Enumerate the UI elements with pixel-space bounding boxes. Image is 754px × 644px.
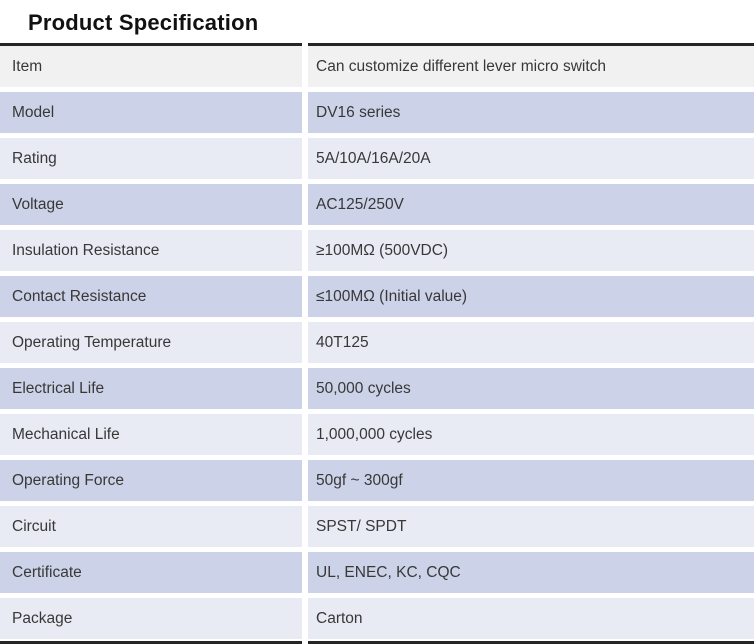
row-value-cell: Carton: [308, 598, 754, 639]
row-label-cell: Certificate: [0, 552, 302, 593]
column-gutter: [302, 598, 308, 639]
column-gutter: [302, 92, 308, 133]
table-row: Mechanical Life 1,000,000 cycles: [0, 414, 754, 455]
table-row: Electrical Life 50,000 cycles: [0, 368, 754, 409]
column-gutter: [302, 184, 308, 225]
column-gutter: [302, 368, 308, 409]
row-label-cell: Circuit: [0, 506, 302, 547]
table-top-border: [0, 43, 754, 46]
row-label-cell: Contact Resistance: [0, 276, 302, 317]
table-row: Insulation Resistance ≥100MΩ (500VDC): [0, 230, 754, 271]
table-row: Certificate UL, ENEC, KC, CQC: [0, 552, 754, 593]
row-label-cell: Package: [0, 598, 302, 639]
row-value-cell: SPST/ SPDT: [308, 506, 754, 547]
spec-table: Item Can customize different lever micro…: [0, 43, 754, 644]
column-gutter: [302, 460, 308, 501]
row-value-cell: 50gf ~ 300gf: [308, 460, 754, 501]
top-border-gutter-gap: [302, 43, 308, 46]
row-label-cell: Operating Force: [0, 460, 302, 501]
column-gutter: [302, 230, 308, 271]
row-label-cell: Operating Temperature: [0, 322, 302, 363]
table-row: Rating 5A/10A/16A/20A: [0, 138, 754, 179]
row-value-cell: DV16 series: [308, 92, 754, 133]
table-row: Contact Resistance ≤100MΩ (Initial value…: [0, 276, 754, 317]
row-label-cell: Item: [0, 46, 302, 87]
page-title: Product Specification: [28, 10, 259, 35]
row-value-cell: ≤100MΩ (Initial value): [308, 276, 754, 317]
row-label-cell: Rating: [0, 138, 302, 179]
column-gutter: [302, 46, 308, 87]
row-label-cell: Model: [0, 92, 302, 133]
row-value-cell: 5A/10A/16A/20A: [308, 138, 754, 179]
column-gutter: [302, 276, 308, 317]
table-row: Item Can customize different lever micro…: [0, 46, 754, 87]
row-value-cell: UL, ENEC, KC, CQC: [308, 552, 754, 593]
table-body: Item Can customize different lever micro…: [0, 46, 754, 639]
row-label-cell: Mechanical Life: [0, 414, 302, 455]
table-row: Circuit SPST/ SPDT: [0, 506, 754, 547]
table-row: Operating Force 50gf ~ 300gf: [0, 460, 754, 501]
row-value-cell: 1,000,000 cycles: [308, 414, 754, 455]
row-value-cell: AC125/250V: [308, 184, 754, 225]
row-label-cell: Electrical Life: [0, 368, 302, 409]
bottom-border-gutter-gap: [302, 641, 308, 644]
top-border-left-segment: [0, 43, 302, 46]
table-row: Package Carton: [0, 598, 754, 639]
table-bottom-border: [0, 641, 754, 644]
column-gutter: [302, 506, 308, 547]
column-gutter: [302, 322, 308, 363]
row-value-cell: 40T125: [308, 322, 754, 363]
top-border-right-segment: [308, 43, 754, 46]
row-label-cell: Insulation Resistance: [0, 230, 302, 271]
bottom-border-right-segment: [308, 641, 754, 644]
row-value-cell: ≥100MΩ (500VDC): [308, 230, 754, 271]
bottom-border-left-segment: [0, 641, 302, 644]
row-label-cell: Voltage: [0, 184, 302, 225]
title-block: Product Specification: [0, 0, 754, 43]
row-value-cell: Can customize different lever micro swit…: [308, 46, 754, 87]
table-row: Model DV16 series: [0, 92, 754, 133]
column-gutter: [302, 414, 308, 455]
row-value-cell: 50,000 cycles: [308, 368, 754, 409]
column-gutter: [302, 552, 308, 593]
table-row: Operating Temperature 40T125: [0, 322, 754, 363]
table-row: Voltage AC125/250V: [0, 184, 754, 225]
column-gutter: [302, 138, 308, 179]
